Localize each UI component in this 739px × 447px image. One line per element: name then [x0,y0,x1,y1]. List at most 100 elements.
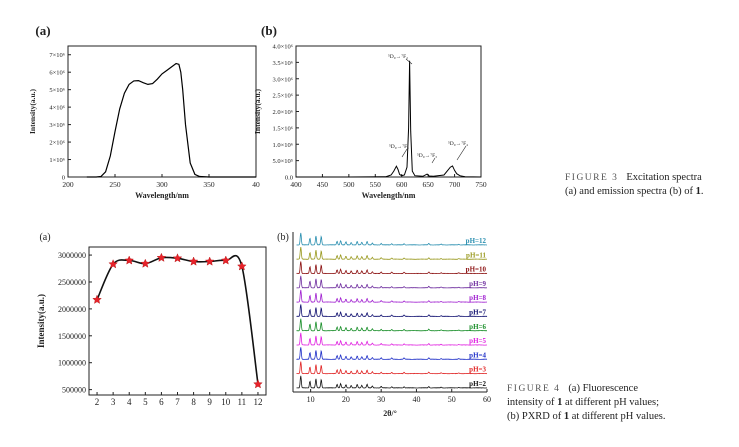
pxrd-pattern-line [296,318,487,332]
star-marker [108,259,118,269]
y-axis-label-3a: Intensity(a.u.) [28,89,37,135]
y-tick-label-4a: 500000 [62,386,86,395]
y-tick-label-4a: 1000000 [58,359,86,368]
pxrd-series-label: pH=9 [469,280,486,288]
annotation-arrow [431,157,436,164]
x-tick-label-4b: 30 [377,395,385,404]
panel-label-3a: (a) [35,23,50,38]
star-marker [204,256,215,266]
transition-annotation: ⁵D₀→⁷F₁ [389,144,409,150]
star-marker [156,252,167,262]
pxrd-series-label: pH=12 [466,237,487,245]
figure4-text-1: (a) Fluorescence [568,383,638,394]
pxrd-series-label: pH=7 [469,309,486,317]
figure3-compound: 1 [695,186,701,197]
figure4-text-2: intensity of [507,397,558,408]
y-tick-label-4a: 2000000 [58,305,86,314]
y-tick-label-3a: 4×10⁶ [49,105,65,112]
star-marker [221,255,231,265]
y-tick-label-3b: 4.0×10⁶ [272,44,293,51]
x-tick-label-4a: 7 [175,397,180,407]
star-marker [253,379,263,389]
x-axis-label-3a: Wavelength/nm [135,191,189,200]
y-tick-label-4a: 3000000 [58,251,86,260]
figure4-compound-1: 1 [557,397,563,408]
pxrd-series-label: pH=11 [466,251,486,259]
x-tick-label-3a: 200 [62,180,74,189]
transition-annotation: ⁵D₀→⁷F₂ [388,54,408,60]
y-tick-label-3a: 6×10⁶ [49,70,65,77]
x-tick-label-4a: 11 [238,397,247,407]
x-tick-label-4a: 3 [111,397,116,407]
y-tick-label-4a: 1500000 [58,332,86,341]
pxrd-pattern-line [296,304,488,318]
star-marker [92,294,102,304]
x-tick-label-3a: 250 [109,180,121,189]
y-tick-label-3b: 5.0×10⁵ [272,158,293,165]
star-marker [188,256,199,266]
pxrd-pattern-line [296,261,488,275]
y-axis-label-4a: Intensity(a.u.) [36,294,46,348]
annotation-arrow [405,58,413,65]
x-tick-label-3b: 450 [317,180,329,189]
x-tick-label-3a: 350 [203,180,215,189]
figure3-caption: FIGURE 3 Excitation spectra (a) and emis… [565,171,735,199]
x-tick-label-4a: 4 [127,397,132,407]
y-tick-label-3a: 0 [62,175,65,182]
x-tick-label-4a: 6 [159,397,164,407]
panel-label-3b: (b) [261,23,277,38]
pxrd-series-label: pH=2 [469,380,486,388]
pxrd-pattern-line [296,332,487,346]
x-tick-label-3b: 550 [370,180,382,189]
x-tick-label-4b: 40 [412,395,420,404]
y-tick-label-3b: 2.5×10⁶ [272,93,293,100]
figure3-label: FIGURE 3 [565,173,619,183]
x-tick-label-4b: 20 [342,395,350,404]
x-axis-label-4b: 2θ/° [383,409,397,418]
annotation-arrow [401,148,408,158]
y-tick-label-3b: 1.0×10⁶ [272,142,293,149]
star-marker [124,255,134,265]
emission-spectrum-line [296,60,482,178]
x-tick-label-3b: 750 [475,180,487,189]
pxrd-series-label: pH=8 [469,294,486,302]
x-tick-label-3b: 500 [343,180,355,189]
figure3-text-3: . [700,186,704,197]
y-tick-label-3a: 5×10⁶ [49,87,65,94]
figure4-text-5: at different pH values. [569,411,666,422]
pxrd-pattern-line [296,246,488,260]
x-tick-label-3b: 700 [449,180,461,189]
panel-label-4a: (a) [39,232,50,243]
figure4-caption: FIGURE 4 (a) Fluorescence intensity of 1… [507,382,735,424]
star-marker [172,253,183,263]
y-tick-label-3b: 2.0×10⁶ [272,109,293,116]
x-tick-label-3b: 600 [396,180,408,189]
y-tick-label-3a: 7×10⁶ [49,52,65,59]
y-tick-label-3b: 3.5×10⁶ [272,60,293,67]
pxrd-pattern-line [296,347,488,360]
x-tick-label-3b: 650 [423,180,435,189]
pxrd-pattern-line [296,275,487,289]
x-tick-label-3b: 400 [290,180,302,189]
x-tick-label-3a: 300 [156,180,168,189]
x-tick-label-4a: 9 [207,397,212,407]
pxrd-pattern-line [296,375,488,389]
x-tick-label-4a: 5 [143,397,148,407]
panel-label-4b: (b) [277,232,289,243]
x-tick-label-4b: 50 [448,395,456,404]
plot-frame-2 [295,45,482,178]
x-axis-label-3b: Wavelength/nm [362,191,416,200]
figure4-text-3: at different pH values; [562,397,660,408]
pxrd-series-label: pH=3 [469,366,486,374]
y-tick-label-3b: 3.0×10⁶ [272,76,293,83]
star-marker [140,258,151,268]
x-tick-label-4a: 8 [191,397,196,407]
excitation-spectrum-line [86,62,256,178]
x-tick-label-4b: 10 [307,395,315,404]
pxrd-series-label: pH=10 [466,266,487,274]
x-tick-label-4a: 10 [221,397,231,407]
y-tick-label-3b: 0.0 [285,175,293,182]
star-marker [237,261,247,271]
x-tick-label-4a: 2 [95,397,100,407]
